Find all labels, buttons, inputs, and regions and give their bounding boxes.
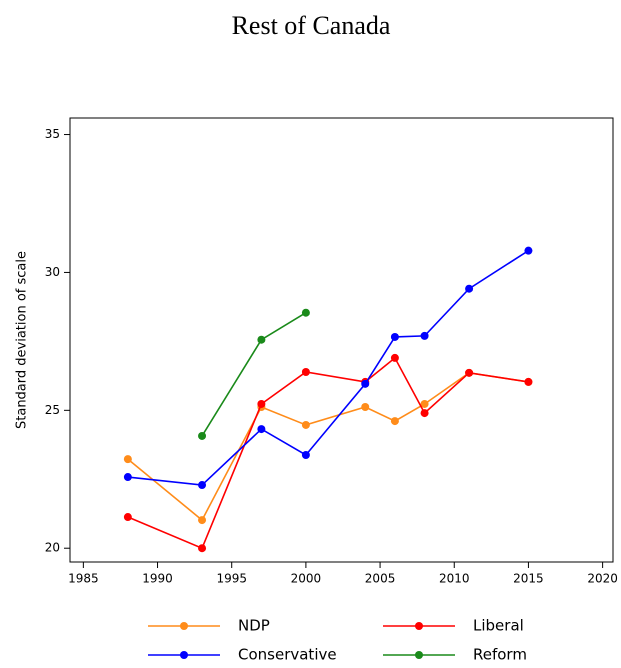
y-tick-label: 20 — [45, 541, 60, 555]
data-point — [524, 377, 533, 386]
data-point — [301, 367, 310, 376]
x-tick-label: 2000 — [291, 572, 322, 586]
data-point — [361, 379, 370, 388]
data-point — [465, 368, 474, 377]
legend-label: Conservative — [238, 646, 337, 664]
y-tick-label: 35 — [45, 127, 60, 141]
data-point — [198, 544, 207, 553]
x-tick-label: 2015 — [513, 572, 544, 586]
plot-frame — [69, 117, 614, 563]
data-point — [257, 335, 266, 344]
legend-label: NDP — [238, 617, 270, 635]
data-point — [420, 409, 429, 418]
data-point — [301, 420, 310, 429]
y-tick-label: 25 — [45, 403, 60, 417]
legend-marker — [415, 622, 423, 630]
x-tick-label: 1990 — [142, 572, 173, 586]
x-tick-label: 1985 — [68, 572, 99, 586]
y-axis-label: Standard deviation of scale — [15, 251, 30, 429]
chart-title: Rest of Canada — [232, 11, 391, 40]
data-point — [198, 481, 207, 490]
data-point — [524, 246, 533, 255]
legend-label: Reform — [473, 646, 527, 664]
data-point — [301, 308, 310, 317]
data-point — [390, 353, 399, 362]
legend-label: Liberal — [473, 617, 524, 635]
data-point — [301, 450, 310, 459]
legend-marker — [415, 651, 423, 659]
data-point — [198, 431, 207, 440]
data-point — [257, 425, 266, 434]
data-point — [390, 417, 399, 426]
data-point — [390, 332, 399, 341]
x-tick-label: 2010 — [439, 572, 470, 586]
x-tick-label: 2005 — [365, 572, 396, 586]
x-tick-label: 2020 — [587, 572, 618, 586]
data-point — [123, 473, 132, 482]
data-point — [361, 403, 370, 412]
data-point — [420, 331, 429, 340]
x-tick-label: 1995 — [216, 572, 247, 586]
y-tick-label: 30 — [45, 265, 60, 279]
data-point — [123, 513, 132, 522]
data-point — [420, 399, 429, 408]
data-point — [465, 284, 474, 293]
data-point — [198, 516, 207, 525]
legend-marker — [180, 622, 188, 630]
legend-marker — [180, 651, 188, 659]
data-point — [257, 399, 266, 408]
data-point — [123, 455, 132, 464]
